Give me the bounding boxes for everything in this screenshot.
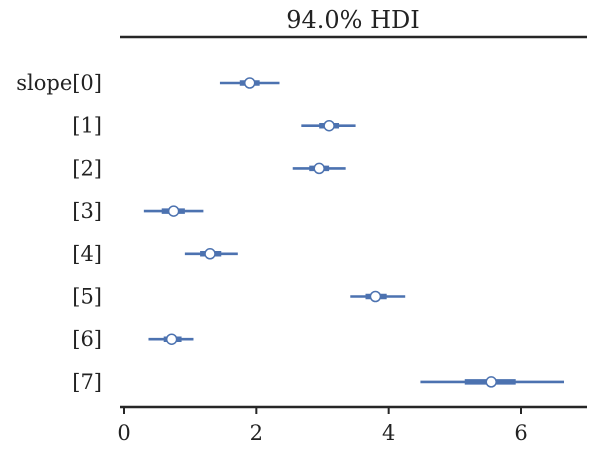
y-tick-label: [3] <box>72 199 102 223</box>
y-tick-label: [4] <box>72 242 102 266</box>
x-axis-ticks: 0 2 4 6 <box>117 407 528 445</box>
forest-row: [2] <box>72 156 346 180</box>
forest-row: [6] <box>72 327 194 351</box>
y-tick-label: [6] <box>72 327 102 351</box>
mean-point <box>485 376 497 388</box>
y-tick-label: [5] <box>72 285 102 309</box>
forest-row: [4] <box>72 242 238 266</box>
x-tick-label: 6 <box>514 421 527 445</box>
mean-point <box>204 248 216 260</box>
y-tick-label: [2] <box>72 156 102 180</box>
y-tick-label: [7] <box>72 370 102 394</box>
x-tick-label: 0 <box>117 421 130 445</box>
mean-point <box>165 333 178 345</box>
x-tick-label: 2 <box>250 421 263 445</box>
forest-row: [7] <box>72 370 565 394</box>
forest-row: [5] <box>72 285 406 309</box>
forest-row: slope[0] <box>16 71 280 95</box>
y-tick-label: slope[0] <box>16 71 102 95</box>
mean-point <box>313 162 325 175</box>
forest-row: [3] <box>72 199 204 223</box>
mean-point <box>323 119 335 132</box>
mean-point <box>369 290 382 303</box>
forest-rows: slope[0] [1] [2] [3] [4] [5] [6] [7] <box>16 71 565 394</box>
mean-point <box>167 205 180 217</box>
y-tick-label: [1] <box>72 114 102 138</box>
x-tick-label: 4 <box>382 421 395 445</box>
mean-point <box>243 77 256 89</box>
forest-row: [1] <box>72 114 356 138</box>
chart-title: 94.0% HDI <box>286 6 420 34</box>
